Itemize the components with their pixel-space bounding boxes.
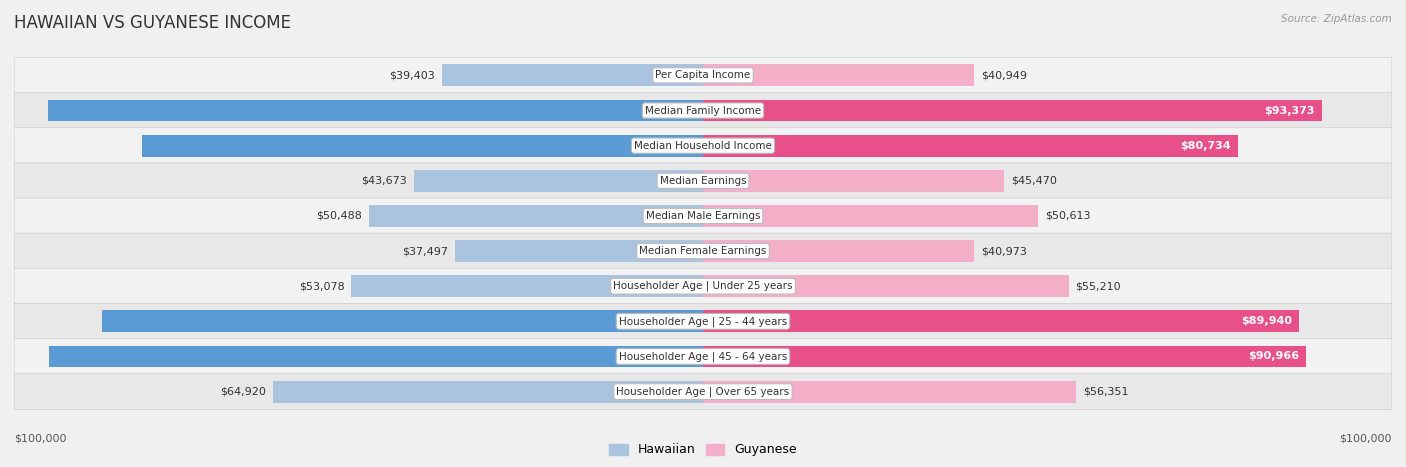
- Bar: [103, 311, 703, 332]
- FancyBboxPatch shape: [14, 304, 1392, 339]
- Text: $84,729: $84,729: [692, 141, 742, 151]
- Text: $37,497: $37,497: [402, 246, 449, 256]
- Bar: [703, 240, 974, 262]
- Text: Median Household Income: Median Household Income: [634, 141, 772, 151]
- Text: $90,722: $90,722: [690, 316, 742, 326]
- Text: $50,613: $50,613: [1045, 211, 1091, 221]
- Bar: [142, 135, 703, 156]
- Bar: [352, 276, 703, 297]
- Bar: [413, 170, 703, 191]
- Text: $55,210: $55,210: [1076, 281, 1121, 291]
- Text: Householder Age | Over 65 years: Householder Age | Over 65 years: [616, 386, 790, 397]
- Text: Householder Age | 25 - 44 years: Householder Age | 25 - 44 years: [619, 316, 787, 326]
- Bar: [703, 99, 1322, 121]
- FancyBboxPatch shape: [14, 268, 1392, 304]
- Text: $43,673: $43,673: [361, 176, 408, 186]
- Bar: [703, 64, 974, 86]
- Bar: [273, 381, 703, 403]
- Text: HAWAIIAN VS GUYANESE INCOME: HAWAIIAN VS GUYANESE INCOME: [14, 14, 291, 32]
- Bar: [703, 381, 1076, 403]
- Text: Per Capita Income: Per Capita Income: [655, 71, 751, 80]
- Bar: [703, 170, 1004, 191]
- Text: $53,078: $53,078: [299, 281, 344, 291]
- Bar: [454, 240, 703, 262]
- Bar: [368, 205, 703, 227]
- Text: $40,973: $40,973: [981, 246, 1026, 256]
- FancyBboxPatch shape: [14, 198, 1392, 234]
- Bar: [703, 311, 1299, 332]
- Bar: [441, 64, 703, 86]
- Bar: [703, 346, 1306, 368]
- Bar: [703, 276, 1069, 297]
- FancyBboxPatch shape: [14, 374, 1392, 410]
- Text: Median Male Earnings: Median Male Earnings: [645, 211, 761, 221]
- Text: $56,351: $56,351: [1083, 387, 1129, 396]
- Text: Householder Age | Under 25 years: Householder Age | Under 25 years: [613, 281, 793, 291]
- Text: $40,949: $40,949: [981, 71, 1026, 80]
- Legend: Hawaiian, Guyanese: Hawaiian, Guyanese: [605, 439, 801, 461]
- FancyBboxPatch shape: [14, 233, 1392, 269]
- Text: $98,778: $98,778: [690, 352, 741, 361]
- Text: $93,373: $93,373: [1264, 106, 1315, 115]
- Text: Median Family Income: Median Family Income: [645, 106, 761, 115]
- FancyBboxPatch shape: [14, 92, 1392, 128]
- Text: $89,940: $89,940: [1241, 316, 1292, 326]
- Text: $39,403: $39,403: [389, 71, 436, 80]
- FancyBboxPatch shape: [14, 163, 1392, 199]
- Text: $45,470: $45,470: [1011, 176, 1057, 186]
- FancyBboxPatch shape: [14, 339, 1392, 375]
- Text: Median Earnings: Median Earnings: [659, 176, 747, 186]
- Bar: [48, 99, 703, 121]
- Text: $80,734: $80,734: [1181, 141, 1232, 151]
- Bar: [49, 346, 703, 368]
- Text: $90,966: $90,966: [1249, 352, 1299, 361]
- Text: $50,488: $50,488: [316, 211, 361, 221]
- FancyBboxPatch shape: [14, 128, 1392, 163]
- Bar: [703, 205, 1038, 227]
- Text: $98,869: $98,869: [690, 106, 741, 115]
- Text: $100,000: $100,000: [1340, 434, 1392, 444]
- FancyBboxPatch shape: [14, 57, 1392, 93]
- Bar: [703, 135, 1237, 156]
- Text: $100,000: $100,000: [14, 434, 66, 444]
- Text: $64,920: $64,920: [221, 387, 266, 396]
- Text: Median Female Earnings: Median Female Earnings: [640, 246, 766, 256]
- Text: Source: ZipAtlas.com: Source: ZipAtlas.com: [1281, 14, 1392, 24]
- Text: Householder Age | 45 - 64 years: Householder Age | 45 - 64 years: [619, 351, 787, 362]
